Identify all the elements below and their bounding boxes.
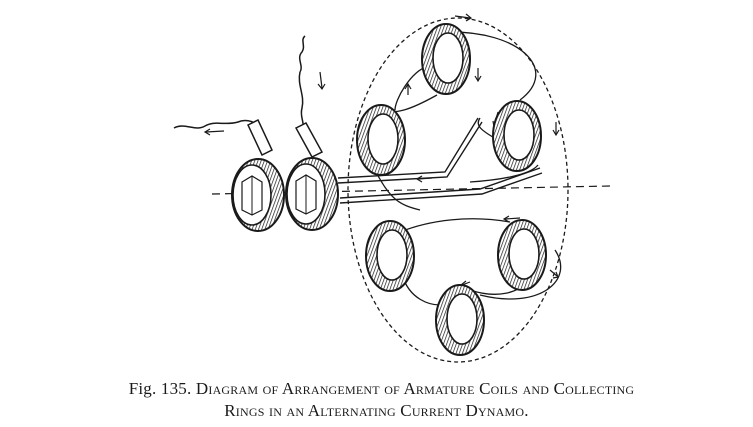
armature-coil-lower-right <box>498 220 546 290</box>
diagram-figure <box>0 0 753 370</box>
brush-leads <box>174 36 305 128</box>
armature-diagram <box>0 0 753 370</box>
caption-line-1: Fig. 135. Diagram of Arrangement of Arma… <box>0 378 753 400</box>
armature-coil-upper-left <box>357 105 405 175</box>
brush-arms <box>248 120 322 157</box>
caption-title-line-1: Diagram of Arrangement of Armature Coils… <box>196 379 634 398</box>
armature-coil-lower-left <box>366 221 414 291</box>
collecting-ring-right <box>286 158 338 230</box>
caption-title-line-2: Rings in an Alternating Current Dynamo. <box>0 400 753 422</box>
armature-coil-top <box>422 24 470 94</box>
collecting-ring-left <box>232 159 284 231</box>
caption-figure-number: Fig. 135. <box>129 379 192 398</box>
armature-coil-bottom <box>436 285 484 355</box>
figure-caption: Fig. 135. Diagram of Arrangement of Arma… <box>0 378 753 422</box>
armature-coil-upper-right <box>493 101 541 171</box>
